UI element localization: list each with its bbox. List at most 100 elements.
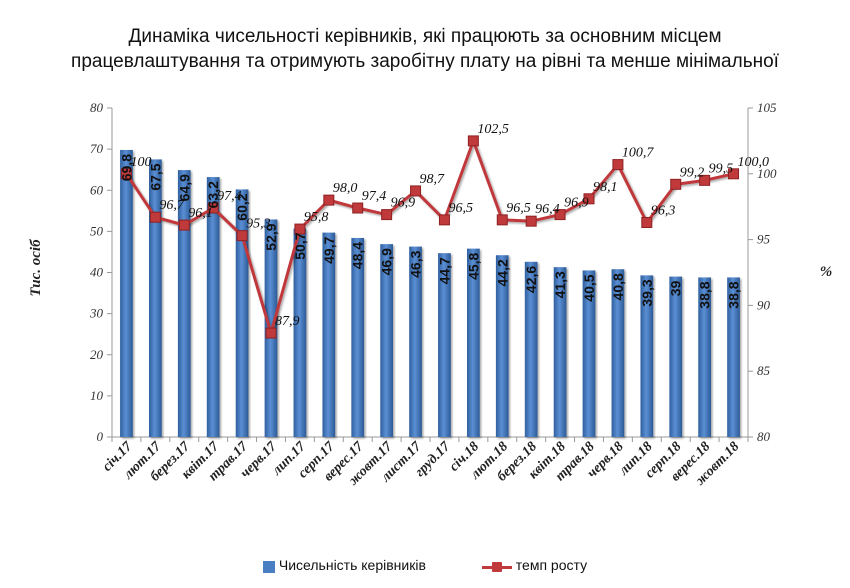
growth-rate-label: 95,8 — [304, 210, 329, 225]
growth-rate-label: 100,7 — [622, 146, 655, 161]
bar — [669, 276, 683, 437]
y-axis-title: Тис. осіб — [28, 239, 44, 297]
growth-rate-marker — [410, 185, 422, 197]
y2-tick-label: 90 — [757, 297, 771, 312]
growth-rate-marker — [641, 216, 653, 228]
bar-value-label: 40,5 — [581, 274, 597, 301]
bar — [206, 177, 220, 437]
y-tick-label: 0 — [97, 429, 104, 444]
y-tick-label: 40 — [90, 265, 104, 280]
growth-rate-marker — [699, 174, 711, 186]
labels-group: 69,8 67,5 64,9 63,2 60,2 52,9 50,7 49,7 48,4 46,9… — [118, 122, 769, 329]
bar — [611, 269, 625, 437]
y-tick-label: 80 — [90, 100, 104, 115]
y-tick-label: 70 — [90, 141, 104, 156]
growth-rate-marker — [525, 215, 537, 227]
bar-value-label: 45,8 — [465, 252, 481, 279]
growth-rate-marker — [728, 168, 740, 180]
bar-value-label: 67,5 — [147, 163, 163, 190]
y2-tick-label: 85 — [757, 363, 771, 378]
growth-rate-label: 96,3 — [651, 203, 676, 218]
y-tick-label: 30 — [89, 306, 104, 321]
growth-rate-marker — [670, 178, 682, 190]
bars-group — [120, 149, 740, 437]
bar-value-label: 46,9 — [379, 248, 395, 275]
bar-value-label: 49,7 — [321, 236, 337, 263]
bar — [698, 277, 711, 437]
bar-value-label: 52,9 — [263, 223, 279, 250]
bar-value-label: 50,7 — [292, 232, 308, 259]
growth-rate-label: 98,1 — [593, 180, 618, 195]
growth-rate-label: 98,7 — [420, 172, 446, 187]
bar — [177, 170, 191, 437]
growth-rate-label: 96,1 — [188, 206, 213, 221]
bar — [293, 228, 307, 437]
bar — [380, 244, 393, 437]
y-tick-label: 50 — [90, 223, 104, 238]
growth-rate-label: 97,4 — [362, 189, 387, 204]
bar-value-label: 42,6 — [523, 266, 539, 293]
bar-value-label: 64,9 — [176, 174, 192, 201]
growth-rate-label: 100 — [130, 155, 151, 170]
legend-line-label: темп росту — [515, 557, 588, 574]
growth-rate-label: 96,7 — [159, 198, 185, 213]
growth-rate-label: 96,5 — [448, 201, 473, 216]
growth-rate-marker — [467, 135, 479, 147]
growth-rate-marker — [207, 202, 219, 214]
growth-rate-marker — [554, 209, 566, 221]
bar — [438, 253, 451, 437]
bar-value-label: 38,8 — [726, 281, 742, 308]
bar — [640, 275, 654, 437]
bar-value-label: 39,3 — [639, 279, 655, 306]
y2-tick-label: 95 — [757, 232, 771, 247]
growth-rate-label: 96,5 — [506, 201, 530, 216]
growth-rate-line — [125, 139, 734, 335]
growth-rate-label: 99,5 — [709, 161, 734, 176]
bar — [409, 246, 422, 437]
growth-rate-marker — [236, 230, 248, 242]
growth-rate-label: 98,0 — [333, 181, 358, 196]
growth-rate-label: 102,5 — [477, 122, 509, 137]
growth-rate-marker — [612, 159, 624, 171]
growth-rate-label: 99,2 — [680, 165, 705, 180]
growth-rate-marker — [381, 209, 393, 221]
y-tick-label: 60 — [90, 182, 104, 197]
bar — [351, 237, 365, 437]
bar — [467, 248, 480, 437]
growth-rate-label: 100,0 — [738, 155, 770, 170]
bar — [149, 159, 162, 437]
chart-title-line-1: Динаміка чисельності керівників, які пра… — [128, 26, 722, 47]
y2-tick-label: 105 — [757, 100, 777, 115]
bar-value-label: 44,7 — [436, 257, 452, 284]
legend-item-bars: Чисельність керівників — [262, 557, 426, 573]
growth-rate-marker — [294, 223, 306, 235]
growth-rate-label: 96,9 — [391, 196, 416, 211]
bar-value-label: 69,8 — [118, 154, 134, 181]
bar — [553, 267, 567, 437]
growth-rate-label: 96,4 — [535, 202, 560, 217]
y-tick-label: 10 — [90, 388, 104, 403]
bar — [495, 255, 509, 437]
bar-value-label: 39 — [668, 280, 684, 296]
growth-rate-marker — [178, 219, 190, 231]
y-tick-label: 20 — [90, 347, 104, 362]
chart-title-line-2: працевлаштування та отримують заробітну … — [71, 51, 779, 72]
bar — [322, 232, 336, 437]
bar — [727, 277, 740, 437]
line-group — [120, 135, 740, 339]
growth-rate-marker — [583, 193, 595, 205]
legend-line-swatch — [481, 561, 512, 573]
growth-rate-label: 97,4 — [217, 189, 242, 204]
growth-rate-label: 96,9 — [564, 196, 589, 211]
bar — [120, 149, 133, 437]
chart-title: Динаміка чисельності керівників, які пра… — [0, 24, 850, 74]
bar-value-label: 48,4 — [350, 242, 366, 269]
bar-value-label: 60,2 — [234, 193, 250, 220]
y2-axis-title: % — [820, 264, 833, 280]
bar-value-label: 41,3 — [552, 271, 568, 298]
growth-rate-marker — [352, 202, 364, 214]
y2-tick-label: 80 — [757, 429, 771, 444]
legend-bar-swatch — [262, 560, 275, 573]
y2-tick-label: 100 — [757, 166, 777, 181]
